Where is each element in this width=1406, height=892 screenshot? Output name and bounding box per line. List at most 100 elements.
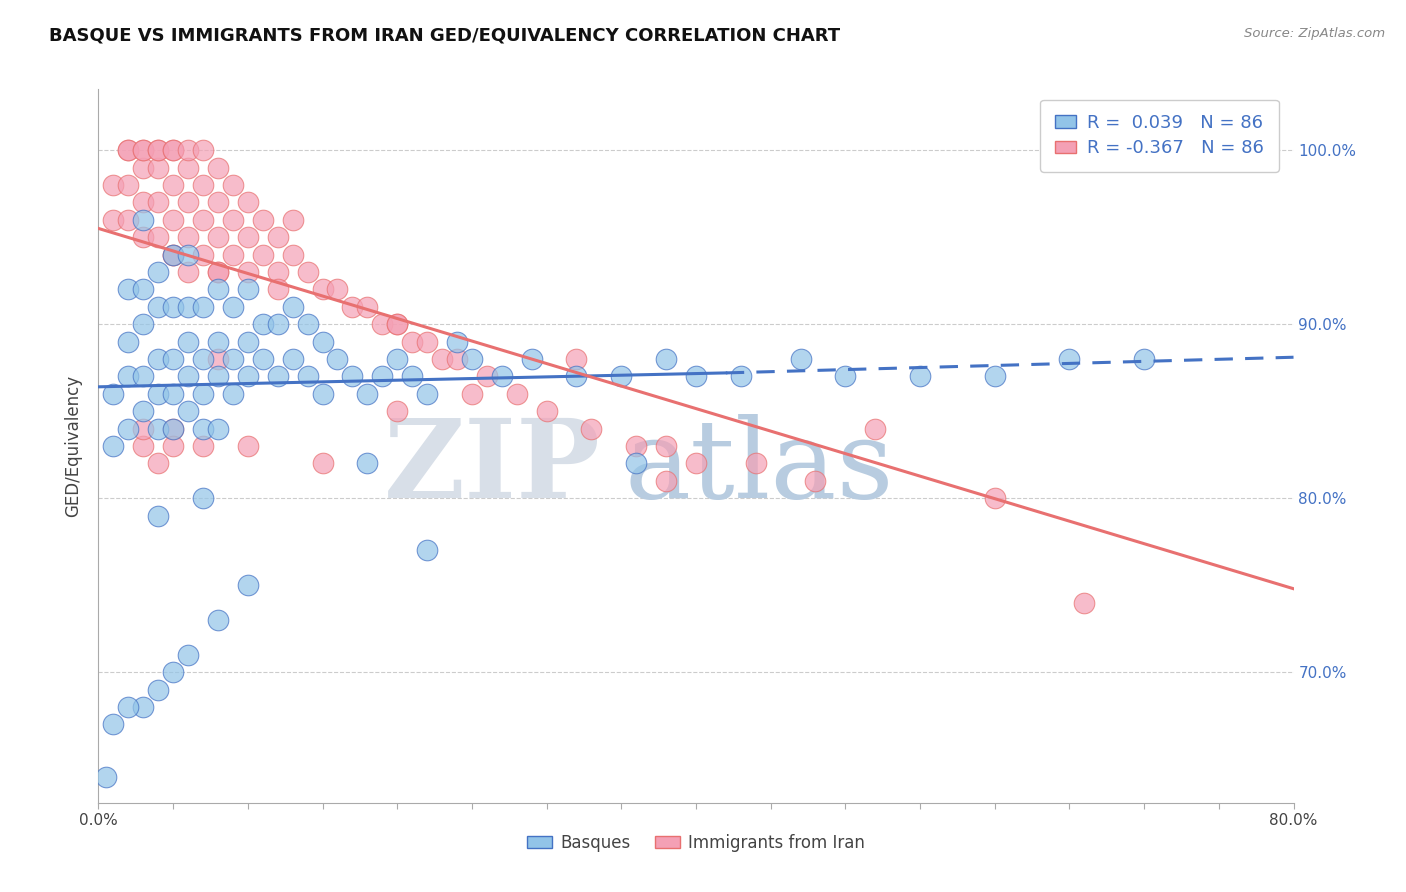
Point — [222, 178, 245, 192]
Point — [236, 439, 259, 453]
Point — [446, 351, 468, 366]
Point — [610, 369, 633, 384]
Point — [236, 195, 259, 210]
Point — [385, 317, 409, 331]
Point — [385, 404, 409, 418]
Point — [252, 351, 274, 366]
Point — [191, 300, 214, 314]
Point — [984, 491, 1007, 506]
Point — [117, 143, 139, 157]
Point — [148, 161, 170, 175]
Text: atlas: atlas — [624, 414, 894, 521]
Point — [371, 369, 394, 384]
Point — [461, 351, 484, 366]
Point — [103, 717, 125, 731]
Point — [356, 386, 378, 401]
Point — [267, 369, 290, 384]
Point — [207, 265, 229, 279]
Point — [385, 317, 409, 331]
Point — [1133, 351, 1156, 366]
Point — [132, 195, 155, 210]
Point — [117, 700, 139, 714]
Point — [236, 334, 259, 349]
Point — [655, 474, 678, 488]
Point — [326, 282, 349, 296]
Point — [342, 369, 364, 384]
Point — [565, 351, 588, 366]
Point — [117, 421, 139, 435]
Point — [311, 282, 333, 296]
Point — [117, 143, 139, 157]
Point — [103, 386, 125, 401]
Point — [356, 457, 378, 471]
Text: Source: ZipAtlas.com: Source: ZipAtlas.com — [1244, 27, 1385, 40]
Point — [148, 230, 170, 244]
Point — [311, 386, 333, 401]
Point — [162, 421, 184, 435]
Point — [132, 369, 155, 384]
Point — [626, 457, 648, 471]
Point — [520, 351, 543, 366]
Point — [132, 282, 155, 296]
Point — [461, 386, 484, 401]
Point — [191, 247, 214, 261]
Point — [94, 770, 117, 784]
Point — [162, 439, 184, 453]
Point — [162, 421, 184, 435]
Point — [148, 457, 170, 471]
Point — [281, 247, 304, 261]
Point — [655, 351, 678, 366]
Point — [177, 230, 200, 244]
Point — [207, 421, 229, 435]
Point — [162, 665, 184, 680]
Point — [297, 265, 319, 279]
Point — [745, 457, 768, 471]
Point — [132, 421, 155, 435]
Point — [908, 369, 931, 384]
Point — [207, 195, 229, 210]
Point — [297, 369, 319, 384]
Point — [177, 161, 200, 175]
Point — [685, 369, 707, 384]
Point — [326, 351, 349, 366]
Point — [132, 143, 155, 157]
Point — [865, 421, 887, 435]
Point — [148, 195, 170, 210]
Point — [132, 700, 155, 714]
Point — [162, 300, 184, 314]
Point — [191, 143, 214, 157]
Point — [416, 334, 439, 349]
Point — [162, 212, 184, 227]
Point — [191, 386, 214, 401]
Point — [207, 351, 229, 366]
Point — [626, 439, 648, 453]
Point — [267, 265, 290, 279]
Point — [236, 578, 259, 592]
Point — [252, 212, 274, 227]
Point — [1073, 596, 1095, 610]
Point — [416, 386, 439, 401]
Point — [132, 212, 155, 227]
Point — [162, 247, 184, 261]
Point — [132, 439, 155, 453]
Point — [162, 143, 184, 157]
Point — [177, 195, 200, 210]
Point — [207, 334, 229, 349]
Point — [297, 317, 319, 331]
Point — [834, 369, 856, 384]
Point — [356, 300, 378, 314]
Point — [581, 421, 603, 435]
Point — [730, 369, 752, 384]
Point — [148, 300, 170, 314]
Point — [311, 457, 333, 471]
Point — [177, 300, 200, 314]
Point — [207, 230, 229, 244]
Point — [1059, 351, 1081, 366]
Point — [252, 317, 274, 331]
Point — [162, 178, 184, 192]
Point — [103, 178, 125, 192]
Point — [236, 230, 259, 244]
Point — [148, 351, 170, 366]
Point — [191, 351, 214, 366]
Point — [222, 300, 245, 314]
